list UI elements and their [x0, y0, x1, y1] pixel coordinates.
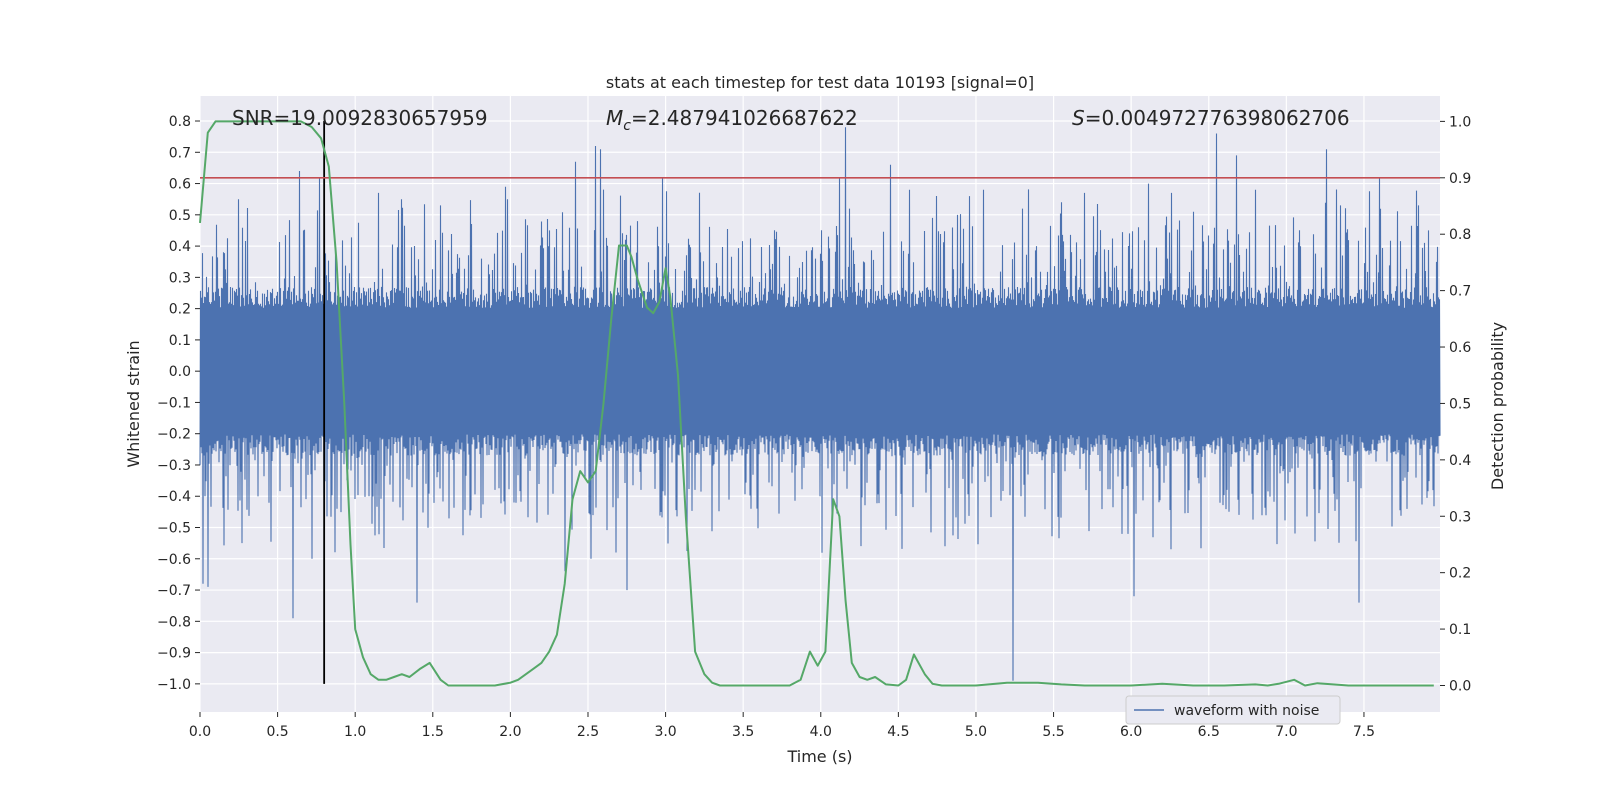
waveform-with-noise-series	[199, 127, 1441, 681]
x-tick-label: 0.5	[266, 724, 288, 740]
y-right-tick-label: 0.2	[1449, 566, 1471, 582]
x-tick-label: 2.5	[577, 724, 599, 740]
y-tick-label: −0.1	[157, 395, 191, 411]
legend-box	[1125, 695, 1341, 725]
x-tick-label: 3.0	[654, 724, 676, 740]
y-tick-label: −1.0	[157, 677, 191, 693]
y-tick-label: 0.5	[169, 208, 191, 224]
s-statistic-symbol: S	[1072, 106, 1085, 130]
y-tick-label: −0.8	[157, 614, 191, 630]
y-right-tick-label: 0.9	[1449, 171, 1471, 187]
legend-label-waveform: waveform with noise	[1174, 703, 1319, 719]
y-tick-label: 0.1	[169, 333, 191, 349]
y-axis-label: Whitened strain	[124, 340, 143, 467]
y-right-axis-label: Detection probability	[1488, 322, 1507, 490]
y-tick-label: −0.6	[157, 552, 191, 568]
chirp-mass-value: =2.487941026687622	[631, 106, 858, 130]
x-tick-label: 6.0	[1120, 724, 1142, 740]
y-tick-label: −0.3	[157, 458, 191, 474]
y-right-tick-label: 0.3	[1449, 509, 1471, 525]
x-tick-label: 7.0	[1275, 724, 1297, 740]
y-right-axis-ticks: 1.0 0.9 0.8 0.7 0.6 0.5 0.4 0.3 0.2 0.1 0.0	[1440, 114, 1471, 694]
x-tick-label: 5.5	[1042, 724, 1064, 740]
y-right-tick-label: 0.5	[1449, 396, 1471, 412]
x-tick-label: 0.0	[189, 724, 211, 740]
snr-annotation: SNR=19.0092830657959	[232, 106, 488, 130]
y-tick-label: 0.0	[169, 364, 191, 380]
x-tick-label: 1.5	[422, 724, 444, 740]
y-right-tick-label: 1.0	[1449, 114, 1471, 130]
y-tick-label: −0.7	[157, 583, 191, 599]
x-tick-label: 6.5	[1198, 724, 1220, 740]
y-right-tick-label: 0.4	[1449, 453, 1471, 469]
x-tick-label: 7.5	[1353, 724, 1375, 740]
y-tick-label: 0.2	[169, 302, 191, 318]
chirp-mass-symbol: M	[606, 106, 623, 130]
x-tick-label: 5.0	[965, 724, 987, 740]
x-tick-label: 1.0	[344, 724, 366, 740]
y-right-tick-label: 0.6	[1449, 340, 1471, 356]
legend: waveform with noise	[1125, 695, 1341, 725]
y-axis-ticks: 0.8 0.7 0.6 0.5 0.4 0.3 0.2 0.1 0.0 −0.1 −0.2 −0.3 −…	[157, 114, 200, 693]
x-tick-label: 3.5	[732, 724, 754, 740]
y-tick-label: 0.4	[169, 239, 191, 255]
x-tick-label: 4.0	[810, 724, 832, 740]
detection-probability-line	[199, 120, 1434, 687]
y-tick-label: 0.3	[169, 270, 191, 286]
y-tick-label: 0.7	[169, 145, 191, 161]
chirp-mass-subscript: c	[623, 118, 631, 134]
x-axis-label: Time (s)	[786, 747, 852, 766]
y-right-tick-label: 0.0	[1449, 678, 1471, 694]
waveform-noise-line	[199, 127, 1441, 681]
s-statistic-annotation: S=0.004972776398062706	[1072, 106, 1350, 130]
y-tick-label: 0.6	[169, 177, 191, 193]
y-right-tick-label: 0.1	[1449, 622, 1471, 638]
chirp-mass-annotation: Mc=2.487941026687622	[606, 106, 858, 134]
y-right-tick-label: 0.7	[1449, 284, 1471, 300]
y-tick-label: −0.9	[157, 646, 191, 662]
overlay-layer	[199, 120, 1440, 687]
y-tick-label: 0.8	[169, 114, 191, 130]
x-tick-label: 2.0	[499, 724, 521, 740]
y-tick-label: −0.5	[157, 521, 191, 537]
y-tick-label: −0.2	[157, 427, 191, 443]
chart-title: stats at each timestep for test data 101…	[606, 73, 1034, 92]
x-axis-ticks: 0.0 0.5 1.0 1.5 2.0 2.5 3.0 3.5 4.0 4.5 5.0 5.5 6.0 6…	[189, 712, 1375, 740]
x-tick-label: 4.5	[887, 724, 909, 740]
s-statistic-value: =0.004972776398062706	[1085, 106, 1350, 130]
y-tick-label: −0.4	[157, 489, 191, 505]
y-right-tick-label: 0.8	[1449, 227, 1471, 243]
